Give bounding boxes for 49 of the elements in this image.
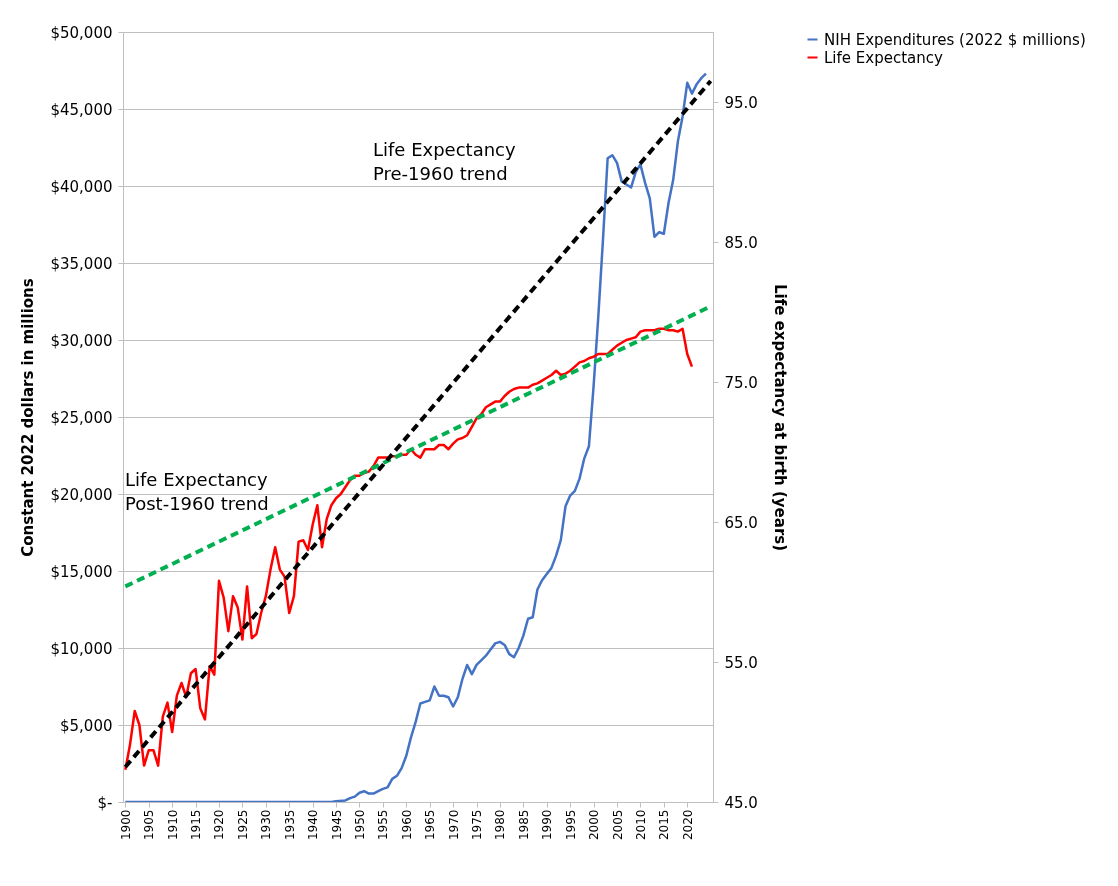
annotation: Life Expectancy Pre-1960 trend	[373, 139, 516, 184]
y2-tick-label: 45.0	[724, 793, 758, 812]
x-tick-label: 1955	[376, 809, 391, 841]
y-tick-label: $30,000	[50, 331, 113, 350]
y-tick-label: $25,000	[50, 408, 113, 427]
x-tick-label: 1950	[352, 809, 367, 841]
x-tick-label: 1975	[470, 809, 485, 841]
y-tick-label: $15,000	[50, 562, 113, 581]
x-tick-label: 1985	[516, 809, 531, 841]
y-tick-label: $40,000	[50, 177, 113, 196]
x-tick-label: 1900	[118, 809, 133, 841]
y-tick-label: $45,000	[50, 100, 113, 119]
y-tick-label: $35,000	[50, 254, 113, 273]
x-tick-label: 1960	[399, 809, 414, 841]
x-tick-label: 2015	[657, 809, 672, 841]
y2-tick-label: 75.0	[724, 373, 758, 392]
legend-label: NIH Expenditures (2022 $ millions)	[824, 30, 1086, 49]
y-tick-label: $20,000	[50, 485, 113, 504]
x-tick-label: 1910	[165, 809, 180, 841]
x-tick-label: 2010	[633, 809, 648, 841]
line-series	[124, 327, 694, 772]
y2-tick-label: 85.0	[724, 233, 758, 252]
y2-tick-label: 55.0	[724, 653, 758, 672]
y-tick-label: $-	[97, 793, 113, 812]
x-tick-label: 1925	[235, 809, 250, 841]
y2-tick-label: 95.0	[724, 93, 758, 112]
legend-label: Life Expectancy	[824, 48, 943, 67]
x-tick-label: 1930	[259, 809, 274, 841]
x-tick-label: 1970	[446, 809, 461, 841]
y-tick-label: $10,000	[50, 639, 113, 658]
x-tick-label: 1995	[563, 809, 578, 841]
y-tick-label: $50,000	[50, 23, 113, 42]
y-axis-title: Constant 2022 dollars in millions	[19, 278, 38, 557]
x-tick-label: 1990	[540, 809, 555, 841]
x-tick-label: 1980	[493, 809, 508, 841]
x-tick-label: 1905	[142, 809, 157, 841]
x-tick-label: 1945	[329, 809, 344, 841]
x-tick-label: 1915	[189, 809, 204, 841]
x-tick-label: 2020	[680, 809, 695, 841]
y2-axis-title: Life expectancy at birth (years)	[770, 283, 789, 552]
x-tick-label: 1935	[282, 809, 297, 841]
y-tick-label: $5,000	[60, 716, 113, 735]
x-tick-label: 2000	[587, 809, 602, 841]
x-tick-label: 2005	[610, 809, 625, 841]
annotation: Life Expectancy Post-1960 trend	[125, 469, 269, 514]
y2-tick-label: 65.0	[724, 513, 758, 532]
x-tick-label: 1940	[306, 809, 321, 841]
x-tick-label: 1920	[212, 809, 227, 841]
x-tick-label: 1965	[423, 809, 438, 841]
